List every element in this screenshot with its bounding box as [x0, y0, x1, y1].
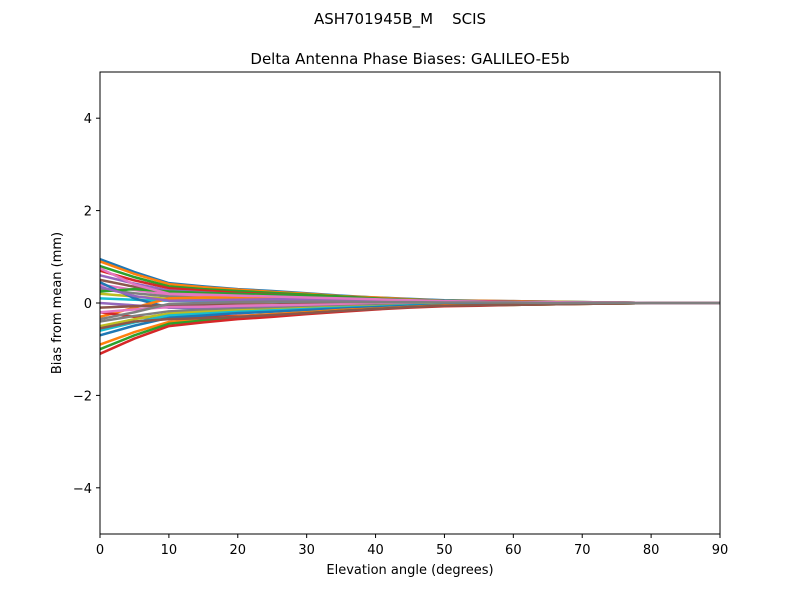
y-tick-label: −4: [73, 482, 92, 497]
series-lines: [99, 257, 720, 355]
x-tick-label: 80: [643, 543, 660, 558]
x-tick-label: 40: [367, 543, 384, 558]
x-tick-label: 0: [96, 543, 104, 558]
x-axis-label: Elevation angle (degrees): [326, 563, 493, 578]
y-tick-label: 0: [84, 297, 92, 312]
figure-suptitle: ASH701945B_M SCIS: [314, 10, 486, 29]
x-tick-label: 30: [298, 543, 315, 558]
series-line-27: [99, 300, 720, 321]
x-tick-label: 90: [712, 543, 729, 558]
y-tick-label: −2: [73, 389, 92, 404]
y-axis: −4 −2 0 2 4: [73, 112, 100, 497]
y-axis-label: Bias from mean (mm): [50, 232, 65, 374]
x-tick-label: 50: [436, 543, 453, 558]
x-tick-label: 20: [230, 543, 247, 558]
x-tick-label: 60: [505, 543, 522, 558]
chart-title: Delta Antenna Phase Biases: GALILEO-E5b: [250, 50, 569, 68]
y-tick-label: 2: [84, 205, 92, 220]
x-axis: 0 10 20 30 40 50 60 70 80 90: [96, 534, 728, 558]
x-tick-label: 70: [574, 543, 591, 558]
y-tick-label: 4: [84, 112, 92, 127]
x-tick-label: 10: [161, 543, 178, 558]
